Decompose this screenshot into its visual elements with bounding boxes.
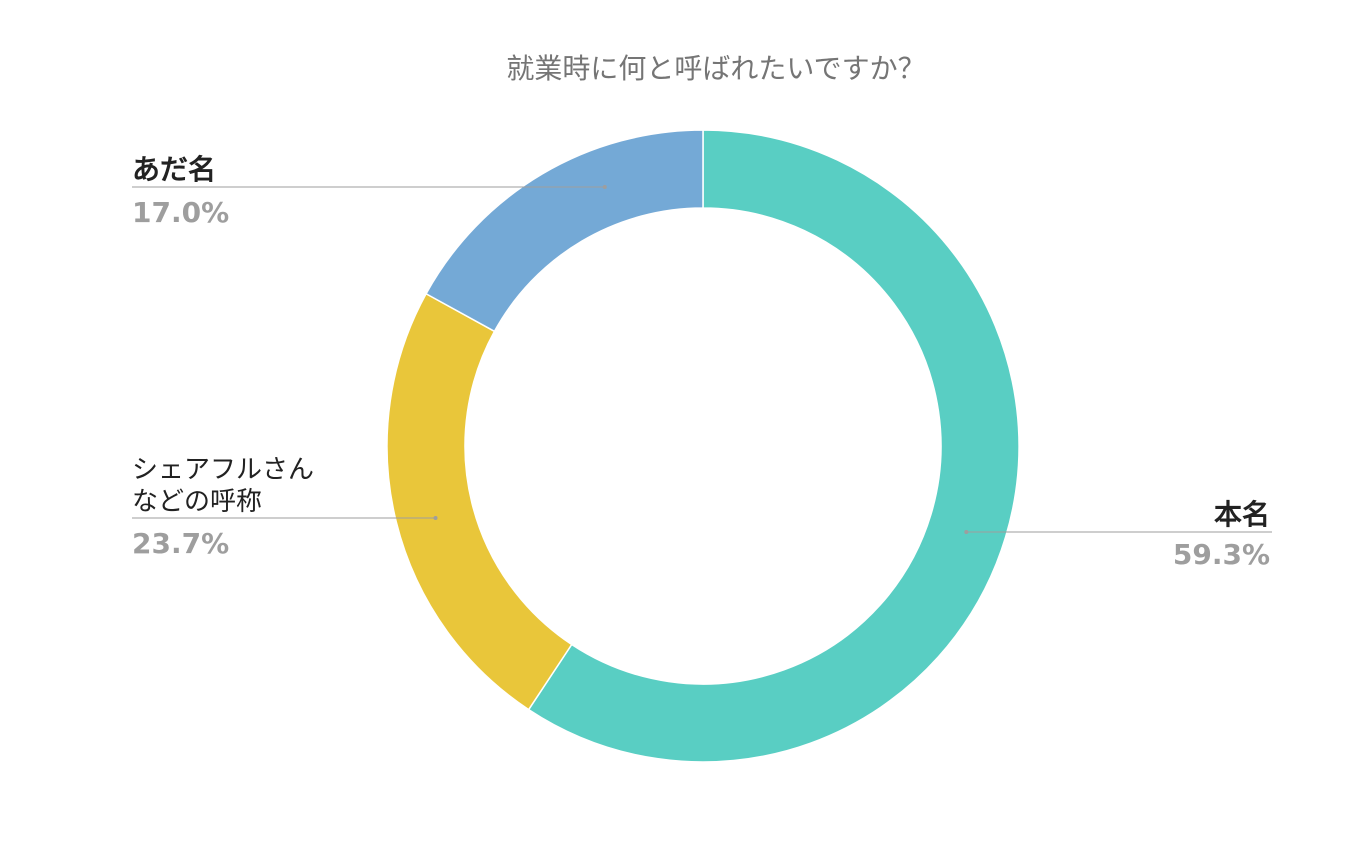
slice-label-2-line-1: シェアフルさん [132, 455, 314, 485]
slice-3 [425, 129, 704, 333]
slice-2 [386, 292, 573, 711]
slice-label-3: あだ名 [132, 153, 216, 186]
leader-dot-3 [602, 185, 607, 189]
slice-label-2-line-2: などの呼称 [132, 487, 262, 517]
slices-group [386, 129, 1020, 763]
leader-dot-2 [433, 516, 438, 520]
slice-percent-1: 59.3% [1173, 538, 1270, 571]
slice-percent-2: 23.7% [132, 527, 229, 560]
slice-label-1: 本名 [1214, 498, 1270, 531]
leader-dot-1 [964, 530, 969, 534]
chart-title: 就業時に何と呼ばれたいですか？ [506, 52, 925, 85]
slice-1 [527, 129, 1020, 763]
leader-lines-group [132, 185, 1272, 534]
slice-percent-3: 17.0% [132, 196, 229, 229]
